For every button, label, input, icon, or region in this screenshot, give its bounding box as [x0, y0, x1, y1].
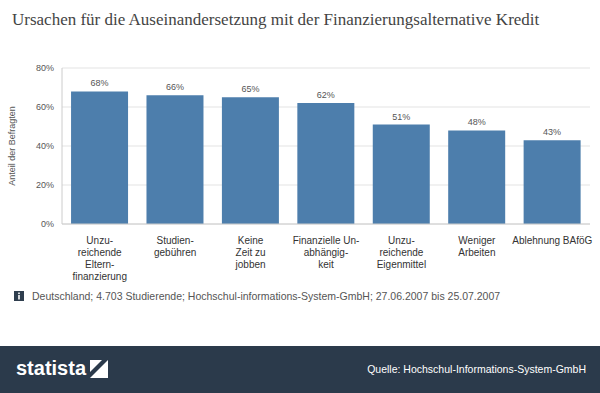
svg-text:68%: 68% — [91, 78, 109, 88]
svg-text:48%: 48% — [468, 117, 486, 127]
svg-text:51%: 51% — [392, 112, 410, 122]
svg-text:Ablehnung BAföG: Ablehnung BAföG — [512, 235, 592, 246]
svg-text:Unzu-reichendeEigenmittel: Unzu-reichendeEigenmittel — [377, 235, 426, 270]
svg-text:40%: 40% — [36, 141, 54, 151]
html-text:Deutschland; 4.703 Studierende: Deutschland; 4.703 Studierende; Hochschu… — [32, 290, 501, 302]
svg-text:Anteil der Befragten: Anteil der Befragten — [8, 106, 17, 186]
html-text:Ursachen für die Auseinanderse: Ursachen für die Auseinandersetzung mit … — [12, 10, 540, 29]
svg-text:62%: 62% — [317, 90, 335, 100]
svg-text:Finanzielle Un-abhängig-keit: Finanzielle Un-abhängig-keit — [293, 235, 360, 270]
html-text:statista: statista — [16, 357, 86, 379]
svg-text:80%: 80% — [36, 63, 54, 73]
svg-text:0%: 0% — [41, 219, 54, 229]
svg-text:Unzu-reichendeEltern-finanzier: Unzu-reichendeEltern-finanzierung — [72, 235, 126, 282]
html-text:Quelle: Hochschul-Informations: Quelle: Hochschul-Informations-System-Gm… — [367, 363, 586, 375]
svg-text:66%: 66% — [166, 82, 184, 92]
svg-text:WenigerArbeiten: WenigerArbeiten — [458, 235, 496, 258]
svg-text:43%: 43% — [543, 127, 561, 137]
svg-text:KeineZeit zujobben: KeineZeit zujobben — [235, 235, 266, 270]
svg-text:20%: 20% — [36, 180, 54, 190]
svg-text:Studien-gebühren: Studien-gebühren — [154, 235, 196, 258]
svg-text:65%: 65% — [241, 84, 259, 94]
svg-text:60%: 60% — [36, 102, 54, 112]
